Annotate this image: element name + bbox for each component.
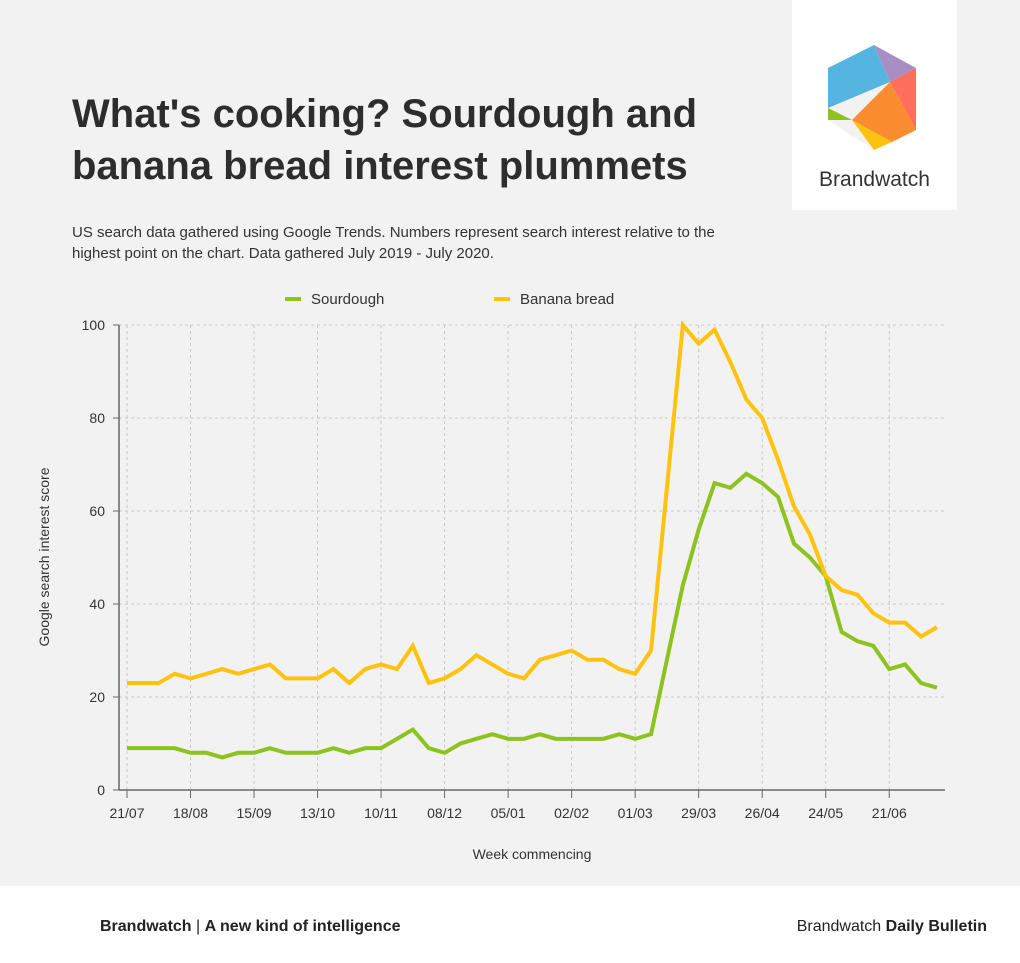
x-axis-label: Week commencing (473, 846, 592, 862)
legend-label: Banana bread (520, 291, 614, 308)
subtitle: US search data gathered using Google Tre… (72, 224, 715, 262)
legend-label: Sourdough (311, 291, 384, 308)
x-tick-label: 13/10 (300, 805, 335, 821)
x-tick-label: 26/04 (745, 805, 780, 821)
x-tick-label: 21/07 (109, 805, 144, 821)
x-tick-label: 02/02 (554, 805, 589, 821)
brandwatch-hexagon-icon (828, 45, 916, 150)
footer-tagline: A new kind of intelligence (204, 918, 401, 935)
footer-right: Brandwatch Daily Bulletin (797, 918, 987, 936)
x-tick-label: 18/08 (173, 805, 208, 821)
y-axis-label: Google search interest score (36, 467, 52, 646)
x-tick-label: 24/05 (808, 805, 843, 821)
y-tick-label: 80 (89, 410, 105, 426)
footer-left: Brandwatch | A new kind of intelligence (100, 918, 401, 936)
x-tick-label: 29/03 (681, 805, 716, 821)
footer-bulletin-name: Daily Bulletin (885, 918, 987, 935)
x-tick-label: 21/06 (872, 805, 907, 821)
y-tick-label: 20 (89, 689, 105, 705)
x-tick-label: 01/03 (618, 805, 653, 821)
footer-brand: Brandwatch (100, 918, 192, 935)
y-tick-label: 100 (82, 317, 106, 333)
footer-bulletin-prefix: Brandwatch (796, 918, 886, 935)
series-line-sourdough (127, 471, 938, 760)
footer: Brandwatch | A new kind of intelligence … (0, 886, 1020, 963)
brand-logo-box: Brandwatch (792, 0, 957, 210)
footer-sep: | (191, 918, 205, 935)
y-tick-label: 40 (89, 596, 105, 612)
x-tick-label: 08/12 (427, 805, 462, 821)
x-tick-label: 15/09 (237, 805, 272, 821)
x-tick-label: 05/01 (491, 805, 526, 821)
x-tick-label: 10/11 (364, 805, 398, 821)
y-tick-label: 0 (97, 782, 105, 798)
series-line-banana-bread (127, 320, 938, 686)
logo-text: Brandwatch (819, 168, 930, 191)
y-tick-label: 60 (89, 503, 105, 519)
page-title: What's cooking? Sourdough and banana bre… (72, 92, 698, 188)
line-chart: 0 20 40 60 80 100 21/07 18/08 15/09 13/10 10/11 08/… (36, 291, 945, 862)
